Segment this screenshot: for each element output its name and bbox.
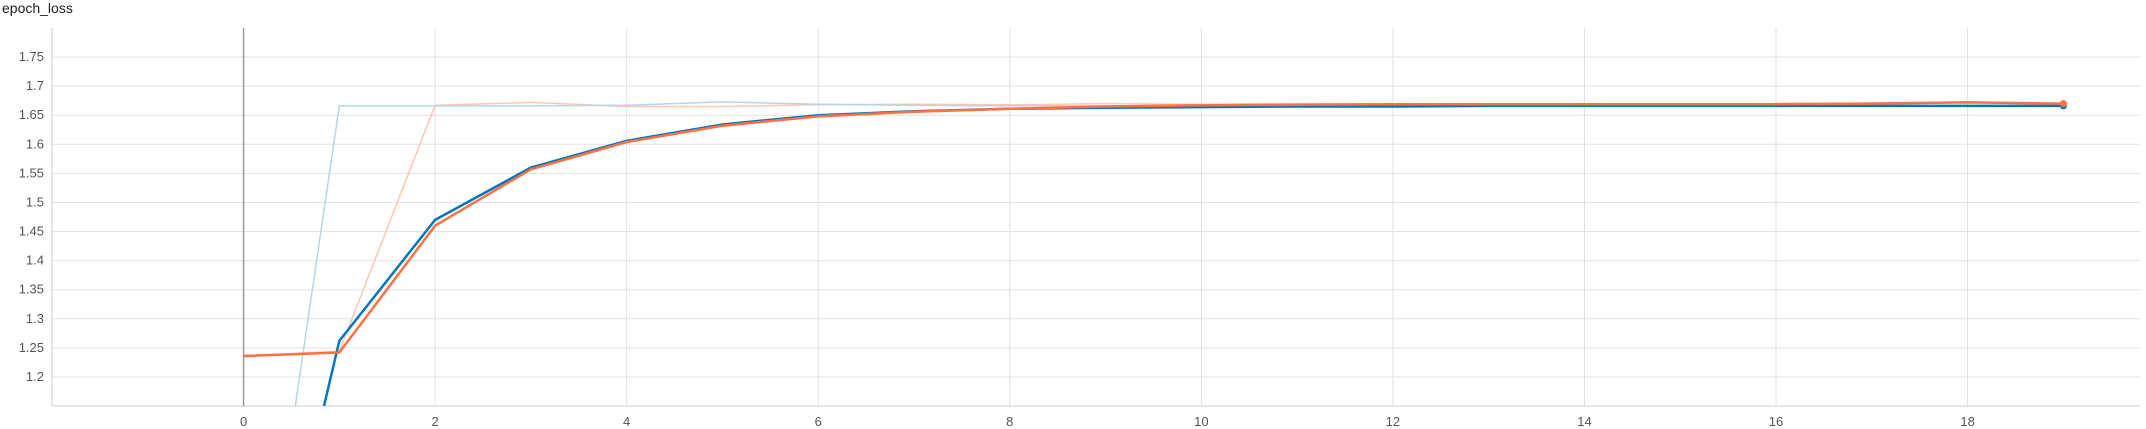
smoothed-series xyxy=(243,101,2064,406)
tick-labels: 1.2 1.25 1.3 1.35 1.4 1.45 1.5 1.55 1.6 1.65 1.7 1.… xyxy=(19,49,1975,429)
x-tick-label: 4 xyxy=(623,414,630,429)
y-tick-label: 1.25 xyxy=(19,340,44,355)
y-tick-label: 1.6 xyxy=(26,136,44,151)
raw-series xyxy=(243,101,2064,406)
x-tick-label: 12 xyxy=(1386,414,1400,429)
x-tick-label: 0 xyxy=(240,414,247,429)
y-tick-label: 1.35 xyxy=(19,282,44,297)
chart-title: epoch_loss xyxy=(2,0,73,16)
grid xyxy=(52,28,2140,406)
series-line xyxy=(243,101,2064,357)
x-tick-label: 2 xyxy=(432,414,439,429)
x-tick-label: 14 xyxy=(1577,414,1591,429)
series-line xyxy=(243,101,2064,358)
y-tick-label: 1.4 xyxy=(26,253,44,268)
series-line xyxy=(322,104,2064,406)
y-tick-label: 1.75 xyxy=(19,49,44,64)
x-tick-label: 6 xyxy=(815,414,822,429)
y-tick-label: 1.55 xyxy=(19,165,44,180)
y-tick-label: 1.5 xyxy=(26,194,44,209)
x-tick-label: 16 xyxy=(1769,414,1783,429)
end-markers xyxy=(2059,100,2067,110)
axes xyxy=(51,28,2140,407)
series-line xyxy=(294,101,2064,406)
x-tick-label: 10 xyxy=(1194,414,1208,429)
y-tick-label: 1.45 xyxy=(19,224,44,239)
series-end-marker xyxy=(2059,100,2067,108)
y-tick-label: 1.65 xyxy=(19,107,44,122)
x-tick-label: 18 xyxy=(1960,414,1974,429)
y-tick-label: 1.7 xyxy=(26,78,44,93)
y-tick-label: 1.3 xyxy=(26,311,44,326)
x-tick-label: 8 xyxy=(1006,414,1013,429)
y-tick-label: 1.2 xyxy=(26,369,44,384)
